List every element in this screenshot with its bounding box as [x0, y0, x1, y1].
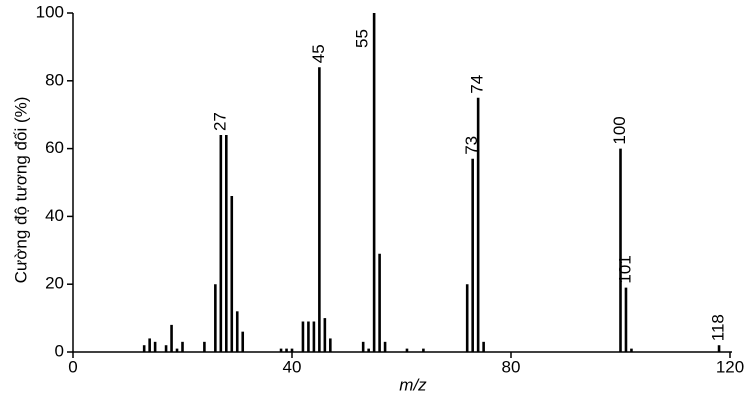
- peak-label: 27: [210, 112, 229, 131]
- y-tick-label: 80: [45, 70, 64, 89]
- x-tick-label: 120: [716, 357, 744, 376]
- peak-label: 101: [615, 255, 634, 283]
- y-tick-label: 20: [45, 274, 64, 293]
- y-tick-label: 60: [45, 138, 64, 157]
- peak-label: 55: [353, 29, 372, 48]
- x-tick-label: 40: [283, 357, 302, 376]
- x-tick-label: 80: [502, 357, 521, 376]
- y-tick-label: 40: [45, 206, 64, 225]
- y-tick-label: 0: [55, 341, 64, 360]
- x-tick-label: 0: [68, 357, 77, 376]
- peak-label: 74: [468, 75, 487, 94]
- peak-label: 118: [709, 314, 728, 341]
- peak-label: 45: [309, 44, 328, 63]
- y-axis-label: Cường độ tương đối (%): [11, 97, 30, 284]
- x-axis-label: m/z: [399, 375, 427, 394]
- y-tick-label: 100: [36, 2, 64, 21]
- peak-label: 100: [610, 116, 629, 144]
- peak-label: 73: [462, 136, 481, 155]
